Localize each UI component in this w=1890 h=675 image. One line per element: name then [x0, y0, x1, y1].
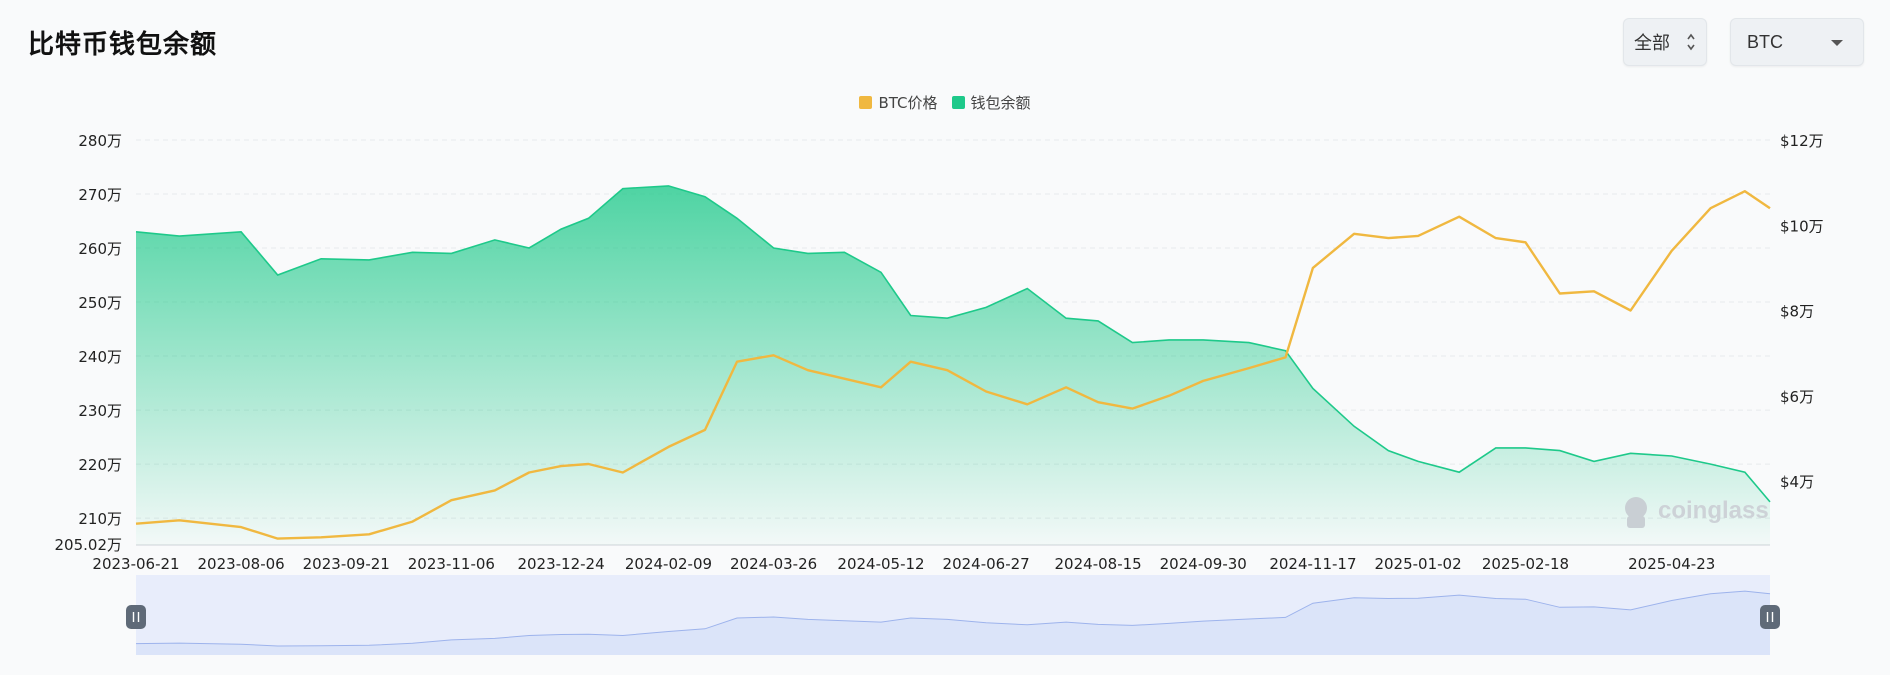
zoom-preview-line: [135, 590, 1771, 647]
caret-down-icon: [1831, 40, 1843, 46]
handle-body: [126, 605, 146, 629]
zoom-left-handle[interactable]: [126, 605, 146, 629]
left-tick-label: 220万: [78, 456, 122, 474]
right-tick-label: $8万: [1780, 303, 1814, 321]
legend-label-balance: 钱包余额: [970, 94, 1031, 112]
x-tick-label: 2024-09-30: [1160, 555, 1247, 573]
right-tick-label: $12万: [1780, 132, 1824, 150]
legend-item-balance[interactable]: 钱包余额: [951, 92, 1031, 113]
handle-body: [1760, 605, 1780, 629]
x-tick-label: 2023-12-24: [517, 555, 604, 573]
x-tick-label: 2024-06-27: [943, 555, 1030, 573]
left-min-label: 205.02万: [55, 536, 123, 554]
legend-swatch-price: [859, 96, 873, 109]
left-tick-label: 210万: [78, 510, 122, 528]
range-selector[interactable]: 全部: [1623, 18, 1707, 66]
coinglass-logo-base: [1627, 516, 1645, 528]
x-tick-label: 2023-11-06: [408, 555, 495, 573]
left-tick-label: 280万: [78, 132, 122, 150]
zoom-preview-area: [136, 591, 1770, 655]
x-tick-label: 2024-03-26: [730, 555, 817, 573]
x-tick-label: 2024-05-12: [837, 555, 924, 573]
series-layer: [135, 185, 1771, 545]
x-tick-label: 2023-06-21: [92, 555, 179, 573]
x-tick-label: 2023-09-21: [303, 555, 390, 573]
x-tick-label: 2025-04-23: [1628, 555, 1715, 573]
x-tick-label: 2023-08-06: [198, 555, 285, 573]
legend-item-price[interactable]: BTC价格: [859, 92, 938, 113]
left-tick-label: 270万: [78, 186, 122, 204]
left-tick-label: 230万: [78, 402, 122, 420]
chart-legend: BTC价格 钱包余额: [0, 92, 1890, 113]
page-title: 比特币钱包余额: [28, 30, 218, 60]
x-tick-label: 2024-08-15: [1055, 555, 1142, 573]
x-axis: 2023-06-21 2023-08-06 2023-09-21 2023-11-06…: [92, 544, 1770, 573]
left-tick-label: 240万: [78, 348, 122, 366]
legend-swatch-balance: [951, 96, 965, 109]
right-tick-label: $6万: [1780, 388, 1814, 406]
balance-area: [136, 185, 1770, 545]
x-tick-label: 2024-02-09: [625, 555, 712, 573]
left-axis: 280万 270万 260万 250万 240万 230万 220万 210万 205.02万: [55, 132, 123, 554]
right-axis: $12万 $10万 $8万 $6万 $4万: [1780, 132, 1824, 491]
x-tick-label: 2025-02-18: [1482, 555, 1569, 573]
right-tick-label: $4万: [1780, 473, 1814, 491]
zoom-slider[interactable]: [126, 575, 1780, 655]
watermark-text: coinglass: [1658, 497, 1769, 524]
left-tick-label: 250万: [78, 294, 122, 312]
balance-line: [135, 185, 1771, 503]
coinglass-watermark: coinglass: [1625, 497, 1769, 528]
coin-selector-label: BTC: [1747, 31, 1783, 52]
x-tick-label: 2024-11-17: [1269, 555, 1356, 573]
range-selector-label: 全部: [1634, 33, 1670, 54]
legend-label-price: BTC价格: [878, 94, 938, 112]
updown-chevron-icon: [1687, 33, 1695, 51]
price-line: [135, 190, 1771, 540]
coin-selector[interactable]: BTC: [1730, 18, 1864, 66]
zoom-right-handle[interactable]: [1760, 605, 1780, 629]
coinglass-logo-icon: [1625, 497, 1647, 519]
x-tick-label: 2025-01-02: [1374, 555, 1461, 573]
left-tick-label: 260万: [78, 240, 122, 258]
right-tick-label: $10万: [1780, 217, 1824, 235]
